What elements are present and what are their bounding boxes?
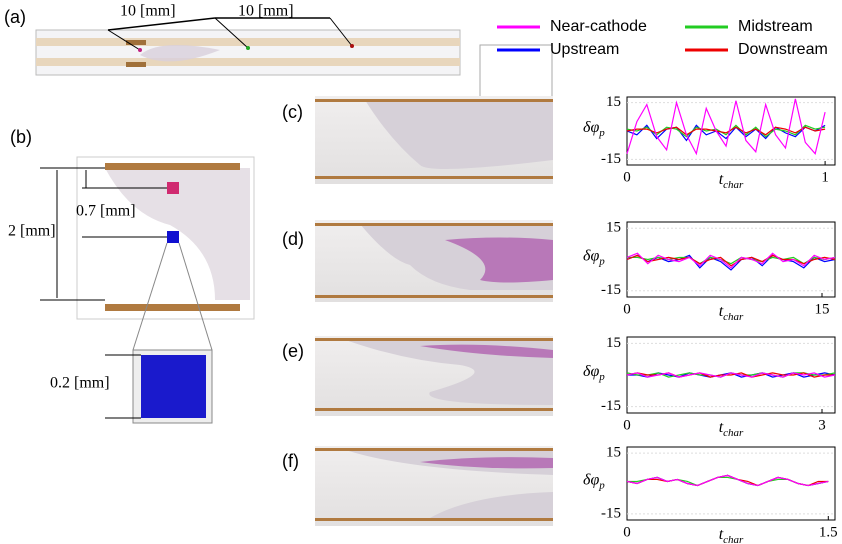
panel-f-diagram [315,446,553,526]
axis-label: tchar [719,419,744,439]
axis-label-sub: p [598,479,605,491]
dimension-label: 2 [mm] [8,223,56,240]
y-tick-label: -15 [601,151,621,167]
legend-label: Near-cathode [550,18,647,35]
figure: (a) 10 [mm] 10 [mm] (b) 0.7 [mm] 2 [mm] … [0,0,842,544]
legend-label: Midstream [738,18,813,35]
panel-a-diagram [36,18,460,75]
x-tick-label: 1 [821,169,829,185]
panel-c-diagram [315,96,553,184]
axis-label: δφp [583,363,605,383]
x-tick-label: 0 [623,169,631,185]
axis-label-sub: p [598,255,605,267]
panel-label: (f) [282,451,299,471]
axis-label-base: δφ [583,247,599,264]
dimension-label: 10 [mm] [238,3,294,20]
x-tick-label: 0 [623,301,631,317]
axis-label-base: δφ [583,119,599,136]
legend-label: Downstream [738,41,828,58]
axis-label-sub: p [598,127,605,139]
panel-d-diagram [315,220,553,302]
axis-label-sub: char [723,427,744,439]
dimension-label: 0.2 [mm] [50,375,110,392]
axis-label-base: δφ [583,363,599,380]
plot-frame [627,447,835,520]
axis-label: tchar [719,171,744,191]
y-tick-label: 15 [606,335,621,351]
axis-label-sub: char [723,311,744,323]
axis-label-sub: char [723,179,744,191]
y-tick-label: 15 [606,445,621,461]
x-tick-label: 0 [623,524,631,540]
dimension-label: 10 [mm] [120,3,176,20]
axis-label: tchar [719,303,744,323]
legend-frame [480,45,552,97]
y-tick-label: -15 [601,398,621,414]
x-tick-label: 0 [623,417,631,433]
y-tick-label: 15 [606,94,621,110]
y-tick-label: 15 [606,220,621,236]
axis-label: δφp [583,247,605,267]
axis-label-sub: p [598,371,605,383]
axis-label-sub: char [723,534,744,544]
panel-label: (b) [10,127,32,147]
panel-label: (d) [282,229,304,249]
dimension-label: 0.7 [mm] [76,203,136,220]
panel-label: (e) [282,341,304,361]
axis-label-base: δφ [583,471,599,488]
axis-label: tchar [719,526,744,544]
y-tick-label: -15 [601,282,621,298]
x-tick-label: 1.5 [819,524,838,540]
x-tick-label: 15 [815,301,830,317]
legend-label: Upstream [550,41,619,58]
axis-label: δφp [583,119,605,139]
panel-label: (c) [282,102,303,122]
axis-label: δφp [583,471,605,491]
x-tick-label: 3 [818,417,826,433]
panel-label: (a) [4,7,26,27]
plot-frame [627,97,835,165]
panel-e-diagram [315,336,553,416]
y-tick-label: -15 [601,505,621,521]
